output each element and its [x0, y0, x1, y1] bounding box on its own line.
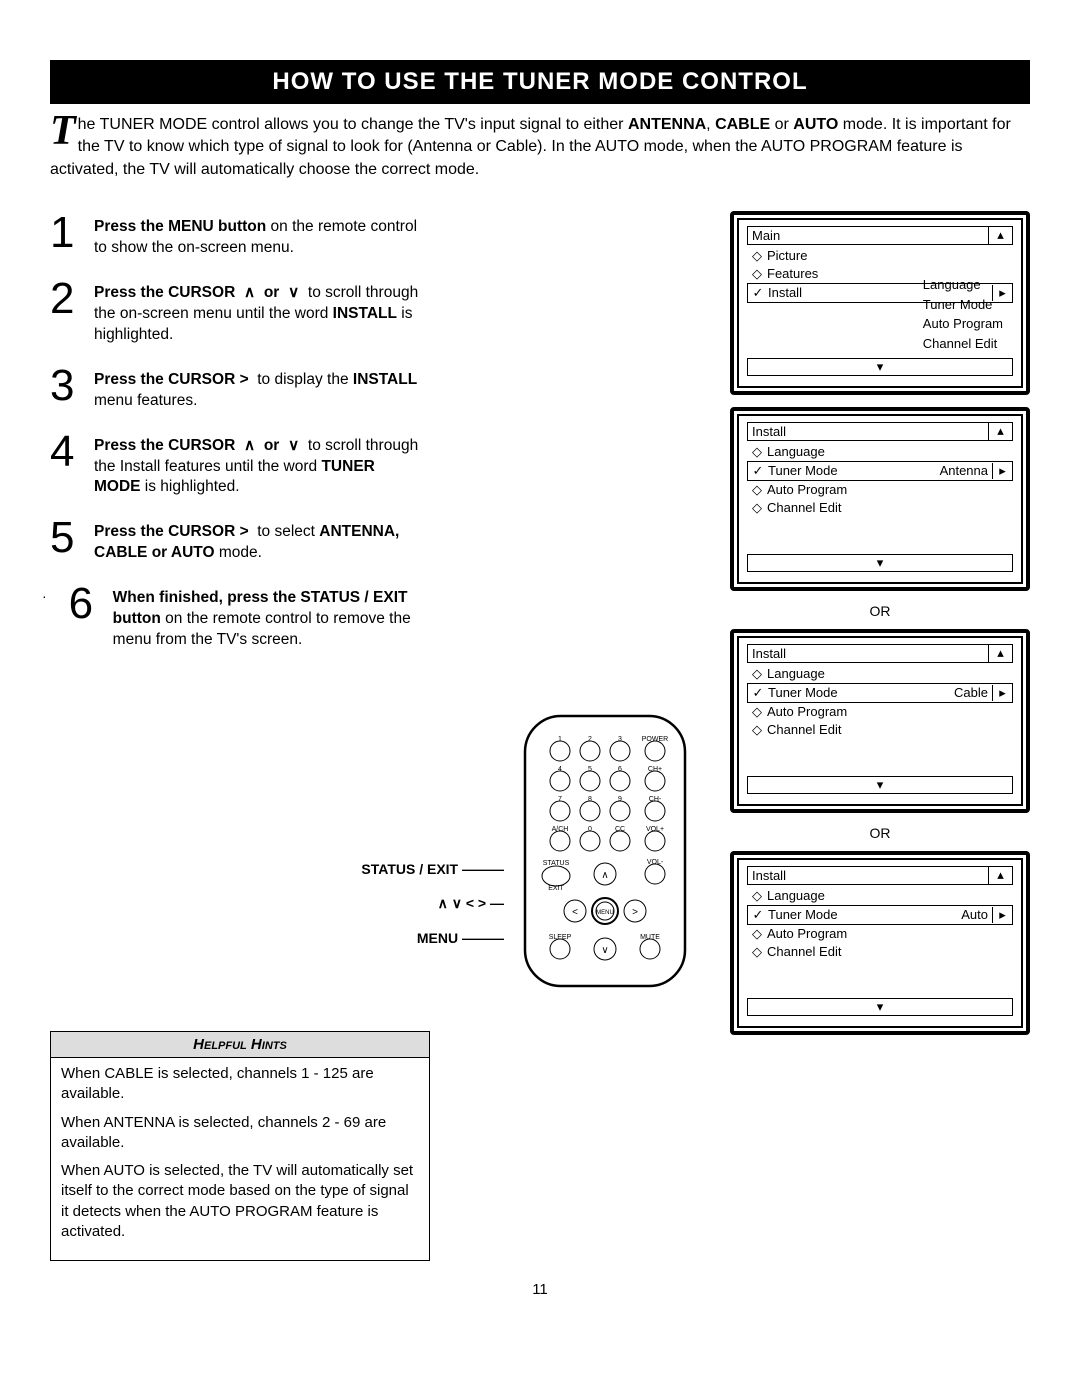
step-text: When finished, press the STATUS / EXIT b… — [113, 582, 443, 651]
svg-text:2: 2 — [588, 736, 592, 743]
osd-title: Main▴ — [747, 226, 1013, 245]
step-number: 3 — [50, 364, 80, 412]
hints-header: Helpful Hints — [51, 1032, 429, 1058]
instruction-step: 5 Press the CURSOR > to select ANTENNA, C… — [50, 516, 690, 564]
osd-screen-install: Install▴ ◇Language✓Tuner ModeAntenna▸◇Aut… — [730, 407, 1030, 591]
osd-menu-item: ◇Auto Program — [747, 481, 1013, 499]
svg-text:EXIT: EXIT — [548, 885, 564, 892]
svg-text:∧: ∧ — [601, 870, 608, 881]
osd-screen-main: Main▴◇Picture◇Features✓Install▸LanguageT… — [730, 211, 1030, 395]
osd-menu-item: ◇Auto Program — [747, 703, 1013, 721]
osd-footer: ▾ — [747, 998, 1013, 1016]
instruction-step: 2Press the CURSOR ∧ or ∨ to scroll throu… — [50, 277, 690, 346]
intro-paragraph: T he TUNER MODE control allows you to ch… — [50, 114, 1030, 181]
step-number: 4 — [50, 430, 80, 499]
svg-text:1: 1 — [558, 736, 562, 743]
svg-text:4: 4 — [558, 766, 562, 773]
remote-control-diagram: 1 2 3 POWER 4 5 6 CH+ 7 8 9 CH- A/CH 0 C… — [520, 711, 690, 991]
osd-screen-install: Install▴ ◇Language✓Tuner ModeAuto▸◇Auto P… — [730, 851, 1030, 1035]
osd-footer: ▾ — [747, 776, 1013, 794]
step-text: Press the CURSOR > to display the INSTAL… — [94, 364, 424, 412]
svg-text:6: 6 — [618, 766, 622, 773]
svg-text:<: < — [572, 907, 578, 918]
osd-menu-item: ◇Language — [747, 665, 1013, 683]
page-number: 11 — [50, 1281, 1030, 1298]
osd-menu-item: ◇Channel Edit — [747, 499, 1013, 517]
osd-footer: ▾ — [747, 554, 1013, 572]
instruction-step: 1 Press the MENU button on the remote con… — [50, 211, 690, 259]
hint-item: When AUTO is selected, the TV will autom… — [61, 1161, 419, 1242]
osd-menu-item: ◇Language — [747, 887, 1013, 905]
svg-text:9: 9 — [618, 796, 622, 803]
osd-footer: ▾ — [747, 358, 1013, 376]
svg-text:MENU: MENU — [596, 910, 614, 916]
hint-item: When ANTENNA is selected, channels 2 - 6… — [61, 1113, 419, 1154]
svg-text:VOL-: VOL- — [647, 859, 664, 866]
instruction-step: 3 Press the CURSOR > to display the INSTA… — [50, 364, 690, 412]
step-text: Press the MENU button on the remote cont… — [94, 211, 424, 259]
osd-submenu: LanguageTuner ModeAuto ProgramChannel Ed… — [923, 275, 1003, 353]
svg-text:SLEEP: SLEEP — [549, 934, 572, 941]
label-menu: MENU ——— — [361, 930, 504, 946]
svg-text:8: 8 — [588, 796, 592, 803]
osd-menu-item-selected: ✓Tuner ModeAntenna▸ — [747, 461, 1013, 481]
label-cursors: ∧ ∨ < > — — [361, 895, 504, 912]
intro-dropcap: T — [50, 114, 78, 150]
svg-text:STATUS: STATUS — [543, 860, 570, 867]
svg-text:CH+: CH+ — [648, 766, 662, 773]
page-title: HOW TO USE THE TUNER MODE CONTROL — [50, 60, 1030, 104]
instruction-step: 4Press the CURSOR ∧ or ∨ to scroll throu… — [50, 430, 690, 499]
svg-text:>: > — [632, 907, 638, 918]
label-status-exit: STATUS / EXIT ——— — [361, 861, 504, 877]
or-separator: OR — [730, 825, 1030, 841]
svg-text:CH-: CH- — [649, 796, 662, 803]
step-text: Press the CURSOR ∧ or ∨ to scroll throug… — [94, 430, 424, 499]
svg-text:A/CH: A/CH — [552, 826, 569, 833]
step-number: 2 — [50, 277, 80, 346]
step-number: 6 — [69, 582, 99, 651]
osd-menu-item-selected: ✓Tuner ModeAuto▸ — [747, 905, 1013, 925]
step-number: 1 — [50, 211, 80, 259]
or-separator: OR — [730, 603, 1030, 619]
osd-title: Install▴ — [747, 644, 1013, 663]
svg-text:POWER: POWER — [642, 736, 668, 743]
svg-text:7: 7 — [558, 796, 562, 803]
svg-text:MUTE: MUTE — [640, 934, 660, 941]
svg-text:5: 5 — [588, 766, 592, 773]
svg-text:VOL+: VOL+ — [646, 826, 664, 833]
svg-text:0: 0 — [588, 826, 592, 833]
osd-title: Install▴ — [747, 422, 1013, 441]
helpful-hints-box: Helpful Hints When CABLE is selected, ch… — [50, 1031, 430, 1261]
osd-menu-item-selected: ✓Tuner ModeCable▸ — [747, 683, 1013, 703]
intro-text: he TUNER MODE control allows you to chan… — [50, 116, 1011, 178]
svg-text:∨: ∨ — [601, 945, 608, 956]
hint-item: When CABLE is selected, channels 1 - 125… — [61, 1064, 419, 1105]
osd-menu-item: ◇Auto Program — [747, 925, 1013, 943]
osd-screen-install: Install▴ ◇Language✓Tuner ModeCable▸◇Auto … — [730, 629, 1030, 813]
step-text: Press the CURSOR > to select ANTENNA, CA… — [94, 516, 424, 564]
osd-title: Install▴ — [747, 866, 1013, 885]
svg-text:3: 3 — [618, 736, 622, 743]
osd-menu-item: ◇Channel Edit — [747, 943, 1013, 961]
remote-label-group: STATUS / EXIT ——— ∧ ∨ < > — MENU ——— — [361, 711, 504, 964]
instruction-step: ·6When finished, press the STATUS / EXIT… — [50, 582, 690, 651]
svg-text:CC: CC — [615, 826, 625, 833]
step-text: Press the CURSOR ∧ or ∨ to scroll throug… — [94, 277, 424, 346]
osd-menu-item: ◇Channel Edit — [747, 721, 1013, 739]
step-number: 5 — [50, 516, 80, 564]
osd-menu-item: ◇Picture — [747, 247, 1013, 265]
osd-menu-item: ◇Language — [747, 443, 1013, 461]
